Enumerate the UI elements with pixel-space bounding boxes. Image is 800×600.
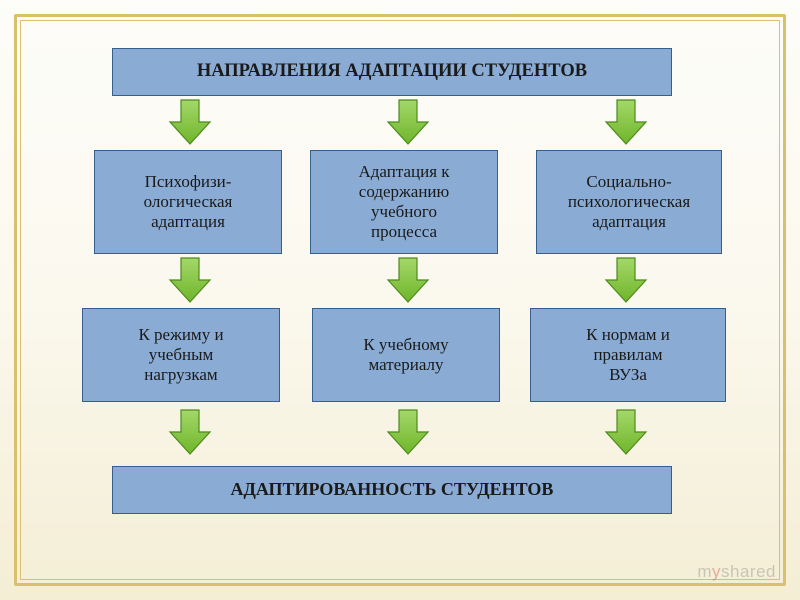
arrow-down-icon bbox=[602, 408, 650, 456]
label: Психофизи-ологическаяадаптация bbox=[144, 172, 233, 232]
label: Адаптация ксодержаниюучебногопроцесса bbox=[358, 162, 449, 242]
label: К режиму иучебнымнагрузкам bbox=[138, 325, 223, 385]
label: Социально-психологическаяадаптация bbox=[568, 172, 690, 232]
wm-highlight: y bbox=[712, 562, 721, 581]
slide: НАПРАВЛЕНИЯ АДАПТАЦИИ СТУДЕНТОВ Психофиз… bbox=[0, 0, 800, 600]
arrow-down-icon bbox=[602, 256, 650, 304]
wm-suffix: shared bbox=[721, 562, 776, 581]
arrow-down-icon bbox=[384, 98, 432, 146]
footer-box: АДАПТИРОВАННОСТЬ СТУДЕНТОВ bbox=[112, 466, 672, 514]
box-regime: К режиму иучебнымнагрузкам bbox=[82, 308, 280, 402]
arrow-down-icon bbox=[384, 256, 432, 304]
box-social-psych: Социально-психологическаяадаптация bbox=[536, 150, 722, 254]
watermark: myshared bbox=[697, 562, 776, 582]
arrow-down-icon bbox=[166, 256, 214, 304]
arrow-down-icon bbox=[166, 408, 214, 456]
label: К учебномуматериалу bbox=[363, 335, 448, 375]
box-content-adapt: Адаптация ксодержаниюучебногопроцесса bbox=[310, 150, 498, 254]
label: К нормам иправиламВУЗа bbox=[586, 325, 670, 385]
title-text: НАПРАВЛЕНИЯ АДАПТАЦИИ СТУДЕНТОВ bbox=[197, 61, 587, 83]
title-box: НАПРАВЛЕНИЯ АДАПТАЦИИ СТУДЕНТОВ bbox=[112, 48, 672, 96]
box-material: К учебномуматериалу bbox=[312, 308, 500, 402]
arrow-down-icon bbox=[384, 408, 432, 456]
wm-prefix: m bbox=[697, 562, 712, 581]
arrow-down-icon bbox=[166, 98, 214, 146]
arrow-down-icon bbox=[602, 98, 650, 146]
footer-text: АДАПТИРОВАННОСТЬ СТУДЕНТОВ bbox=[231, 479, 554, 500]
box-norms: К нормам иправиламВУЗа bbox=[530, 308, 726, 402]
box-psychophysio: Психофизи-ологическаяадаптация bbox=[94, 150, 282, 254]
